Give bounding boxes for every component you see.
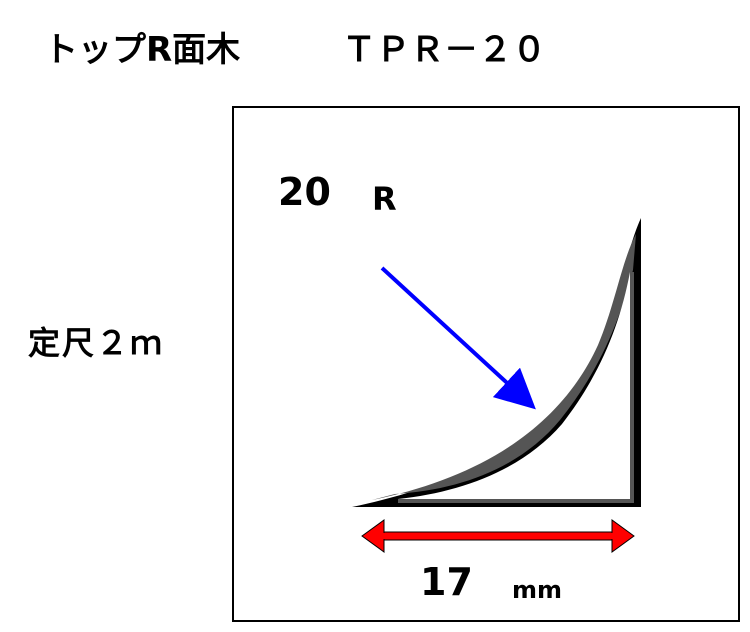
width-arrow — [361, 519, 635, 553]
width-unit: mm — [512, 576, 563, 604]
width-value: 17 — [420, 560, 473, 604]
length-label: 定尺２ｍ — [28, 324, 165, 362]
diagram-frame — [232, 106, 740, 622]
molding-cavity — [398, 272, 630, 499]
molding-base-edge — [398, 499, 634, 503]
molding-side-edge — [630, 272, 634, 503]
page-title: トップR面木 ＴＰＲ－２０ — [44, 30, 547, 70]
radius-unit: R — [372, 180, 397, 218]
radius-arrow — [380, 266, 536, 410]
radius-value: 20 — [278, 170, 331, 214]
